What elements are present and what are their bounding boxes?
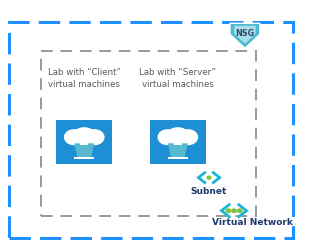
- Bar: [80, 139, 88, 145]
- Bar: [174, 139, 182, 145]
- Circle shape: [237, 209, 242, 212]
- Bar: [168, 157, 188, 159]
- Circle shape: [179, 130, 197, 145]
- Circle shape: [85, 130, 104, 145]
- Bar: [41, 51, 256, 216]
- Circle shape: [65, 130, 83, 145]
- Polygon shape: [74, 143, 94, 157]
- Text: Lab with “Client”
virtual machines: Lab with “Client” virtual machines: [48, 68, 121, 89]
- Bar: [56, 120, 112, 164]
- Circle shape: [166, 128, 190, 147]
- Polygon shape: [234, 26, 256, 44]
- Bar: [9, 22, 293, 238]
- Text: NSG: NSG: [235, 29, 255, 37]
- Bar: [150, 120, 206, 164]
- Circle shape: [226, 209, 231, 212]
- Text: Lab with “Server”
virtual machines: Lab with “Server” virtual machines: [139, 68, 216, 89]
- Text: Subnet: Subnet: [191, 187, 227, 196]
- Circle shape: [232, 209, 236, 212]
- Text: Virtual Network: Virtual Network: [212, 219, 293, 227]
- Polygon shape: [168, 143, 188, 157]
- Circle shape: [158, 130, 177, 145]
- Circle shape: [72, 128, 96, 147]
- Circle shape: [207, 176, 211, 179]
- Bar: [74, 157, 94, 159]
- Polygon shape: [230, 23, 260, 48]
